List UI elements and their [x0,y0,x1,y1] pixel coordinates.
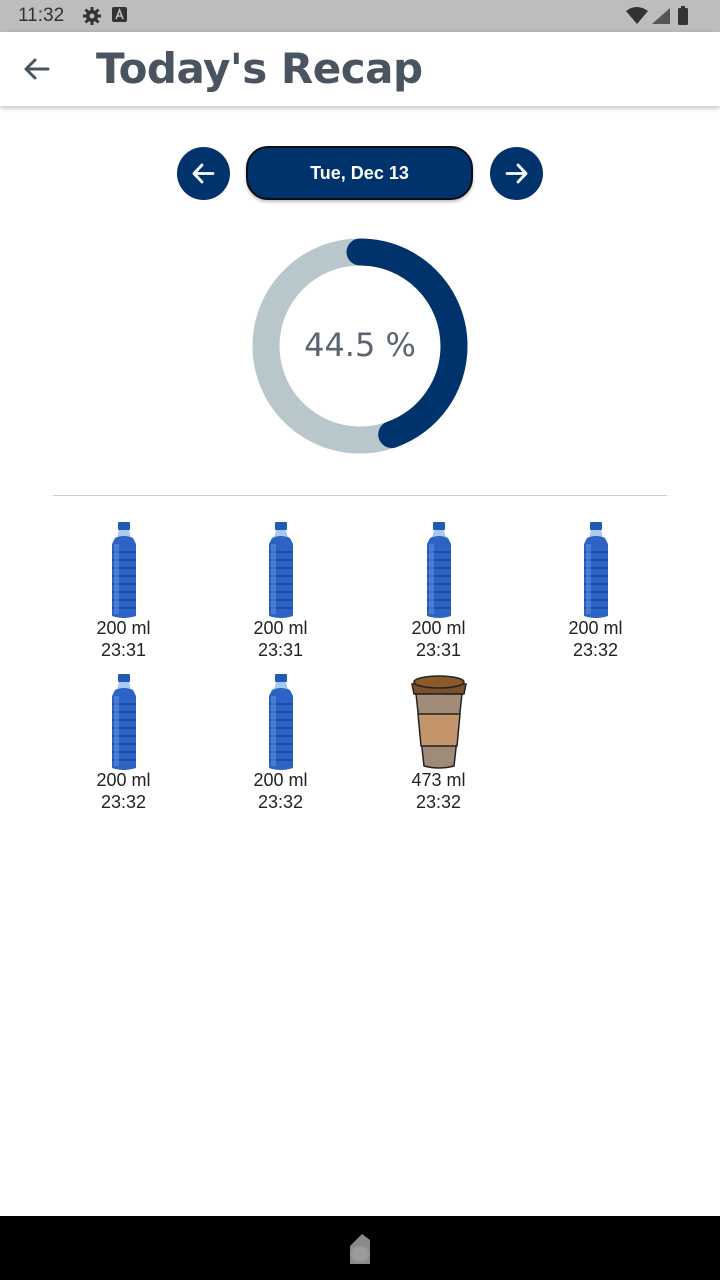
progress-fill [252,238,468,454]
drink-item[interactable]: 200 ml 23:32 [517,520,674,670]
water-bottle-icon [426,522,451,618]
water-bottle-icon [111,674,136,770]
next-day-button[interactable] [490,147,543,200]
status-time: 11:32 [18,5,65,26]
drink-amount: 200 ml [568,618,623,638]
settings-icon [83,7,101,25]
drink-time: 23:32 [257,792,304,812]
drink-item[interactable]: 200 ml 23:31 [202,520,359,670]
app-bar: Today's Recap [0,32,720,106]
drink-amount: 473 ml [411,770,466,790]
home-icon[interactable] [348,1232,372,1266]
drink-amount: 200 ml [411,618,466,638]
drink-amount: 200 ml [96,770,151,790]
progress-ring: 44.5 % [252,238,468,454]
drink-time: 23:31 [257,640,304,660]
drink-time: 23:32 [415,792,462,812]
drink-item[interactable]: 200 ml 23:31 [45,520,202,670]
keyboard-a-icon [112,7,127,22]
back-arrow-icon[interactable] [20,52,54,86]
progress-label: 44.5 % [304,326,416,364]
drink-amount: 200 ml [253,618,308,638]
drink-time: 23:32 [572,640,619,660]
previous-day-button[interactable] [177,147,230,200]
water-bottle-icon [268,522,293,618]
battery-icon [678,8,688,25]
arrow-right-icon [505,163,528,184]
drink-time: 23:31 [415,640,462,660]
signal-icon [652,8,670,24]
wifi-icon [626,7,648,24]
arrow-left-icon [192,163,215,184]
drink-time: 23:32 [100,792,147,812]
drink-item[interactable]: 200 ml 23:32 [45,672,202,822]
water-bottle-icon [583,522,608,618]
water-bottle-icon [111,522,136,618]
drink-amount: 200 ml [253,770,308,790]
divider [53,495,667,496]
drink-item[interactable]: 473 ml 23:32 [360,672,517,822]
drink-item[interactable]: 200 ml 23:31 [360,520,517,670]
drink-item[interactable]: 200 ml 23:32 [202,672,359,822]
water-bottle-icon [268,674,293,770]
drink-amount: 200 ml [96,618,151,638]
drink-time: 23:31 [100,640,147,660]
status-bar: 11:32 [0,0,720,32]
system-navigation-bar [0,1216,720,1280]
coffee-cup-icon [410,675,467,769]
page-title: Today's Recap [96,44,423,93]
date-selector[interactable]: Tue, Dec 13 [246,146,473,200]
status-icons [626,6,688,25]
